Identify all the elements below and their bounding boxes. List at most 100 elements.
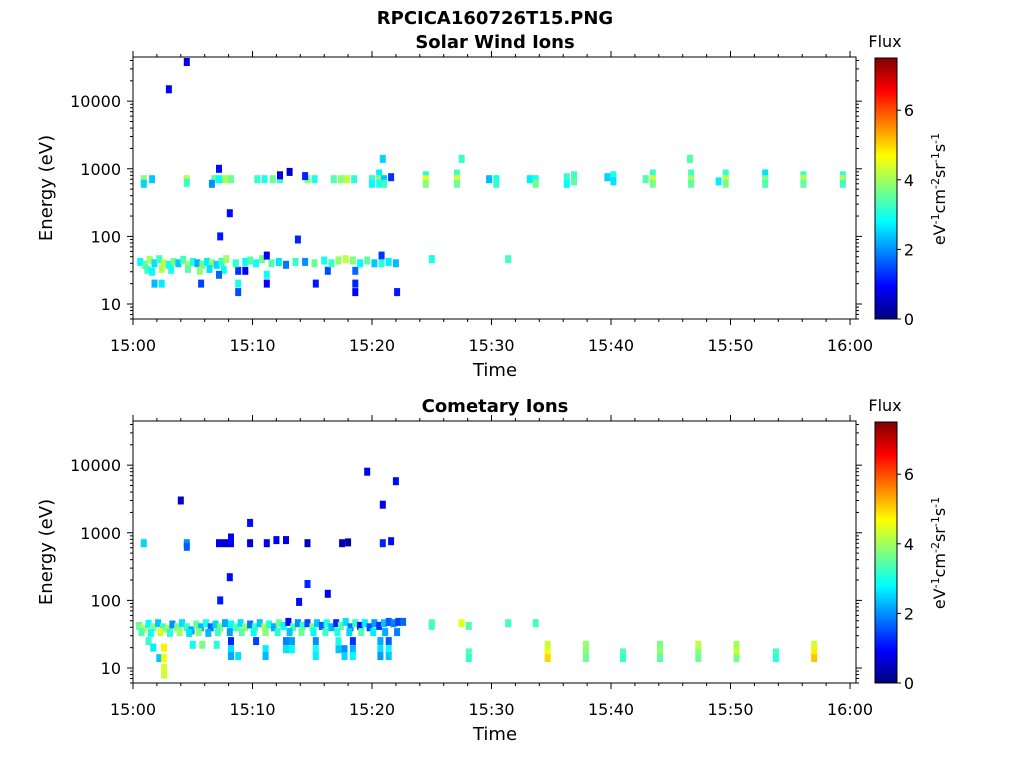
heatmap-cell xyxy=(263,279,270,288)
heatmap-cell xyxy=(610,177,617,186)
heatmap-cell xyxy=(194,259,201,268)
colorbar-label: eV-1cm-2sr-1s-1 xyxy=(929,133,949,245)
heatmap-cell xyxy=(715,177,722,186)
heatmap-cell xyxy=(364,256,371,265)
heatmap-cell xyxy=(271,623,277,632)
heatmap-cell xyxy=(378,259,385,268)
heatmap-cell xyxy=(339,539,346,548)
heatmap-cell xyxy=(142,260,148,269)
y-tick-label: 100 xyxy=(90,227,121,246)
heatmap-cell xyxy=(158,264,165,273)
heatmap-cell xyxy=(341,652,348,661)
heatmap-cell xyxy=(357,259,364,268)
heatmap-cell xyxy=(688,175,695,184)
heatmap-cell xyxy=(311,175,318,184)
heatmap-cell xyxy=(216,270,222,279)
heatmap-cell xyxy=(161,654,168,663)
heatmap-cell xyxy=(722,179,729,188)
y-tick-label: 10 xyxy=(101,659,121,678)
heatmap-cell xyxy=(377,645,384,654)
x-ticks: 15:00 15:10 15:20 15:30 15:40 15:50 16:00 xyxy=(110,415,873,719)
heatmap-cell xyxy=(235,652,242,661)
heatmap-cell xyxy=(358,628,365,637)
heatmap-cell xyxy=(242,623,249,632)
heatmap-cell xyxy=(140,539,147,548)
heatmap-cell xyxy=(277,171,283,180)
heatmap-cell xyxy=(165,260,172,269)
heatmap-cell xyxy=(335,256,342,265)
heatmap-cell xyxy=(839,179,846,188)
heatmap-cell xyxy=(235,279,242,288)
heatmap-cell xyxy=(333,619,340,628)
heatmap-cell xyxy=(385,645,392,654)
heatmap-cell xyxy=(392,477,399,486)
heatmap-cell xyxy=(582,654,589,663)
heatmap-cell xyxy=(379,500,386,509)
heatmap-cell xyxy=(772,648,779,657)
heatmap-cell xyxy=(604,173,611,182)
heatmap-cell xyxy=(526,175,533,184)
heatmap-cell xyxy=(263,539,270,548)
heatmap-cell xyxy=(465,654,472,663)
x-axis-label: Time xyxy=(472,724,517,745)
heatmap-cell xyxy=(422,175,429,184)
heatmap-cell xyxy=(304,580,311,588)
heatmap-cell xyxy=(610,171,617,180)
heatmap-cell xyxy=(211,175,218,184)
heatmap-cell xyxy=(695,648,702,657)
heatmap-cell xyxy=(213,640,220,649)
figure-title: RPCICA160726T15.PNG xyxy=(377,8,613,29)
heatmap-cell xyxy=(183,58,190,66)
heatmap-cell xyxy=(379,539,386,548)
heatmap-cell xyxy=(151,259,158,268)
heatmap-cell xyxy=(395,617,402,626)
heatmap-cell xyxy=(147,628,154,637)
heatmap-cell xyxy=(262,652,269,661)
heatmap-cell xyxy=(198,279,205,288)
heatmap-cell xyxy=(286,167,293,176)
heatmap-cell xyxy=(394,628,401,637)
heatmap-cell xyxy=(140,175,147,184)
heatmap-cell xyxy=(400,617,407,626)
heatmap-cell xyxy=(486,175,493,184)
heatmap-cell xyxy=(268,259,275,268)
heatmap-cell xyxy=(762,175,769,184)
heatmap-cell xyxy=(571,177,577,186)
heatmap-cell xyxy=(649,175,656,184)
heatmap-cell xyxy=(733,648,740,657)
heatmap-cell xyxy=(207,623,214,632)
heatmap-cell xyxy=(275,619,282,628)
heatmap-cell xyxy=(167,628,173,637)
y-ticks: 10 100 1000 10000 xyxy=(70,59,862,320)
heatmap-cell xyxy=(310,628,317,637)
heatmap-cell xyxy=(733,654,740,663)
colorbar-title: Flux xyxy=(868,396,901,415)
heatmap-cell xyxy=(304,539,311,548)
heatmap-cell xyxy=(217,623,224,632)
heatmap-cell xyxy=(377,652,384,661)
heatmap-cell xyxy=(228,645,234,654)
heatmap-cell xyxy=(385,617,392,626)
colorbar-title: Flux xyxy=(868,32,901,51)
heatmap-cells xyxy=(137,58,846,297)
heatmap-cell xyxy=(217,596,224,605)
heatmap-cell xyxy=(220,265,227,274)
heatmap-cell xyxy=(428,255,435,264)
heatmap-cell xyxy=(544,640,551,649)
heatmap-cell xyxy=(390,619,397,628)
heatmap-cell xyxy=(312,637,319,646)
heatmap-cell xyxy=(493,179,500,188)
heatmap-cell xyxy=(226,628,233,637)
heatmap-cell xyxy=(288,637,295,646)
heatmap-cell xyxy=(364,467,371,476)
heatmap-cell xyxy=(453,169,460,178)
heatmap-cell xyxy=(137,257,144,266)
heatmap-cell xyxy=(199,640,206,649)
heatmap-cell xyxy=(453,179,460,188)
y-ticks: 10 100 1000 10000 xyxy=(70,423,862,684)
heatmap-cell xyxy=(839,175,846,184)
heatmap-cell xyxy=(772,654,779,663)
heatmap-cell xyxy=(261,175,268,184)
heatmap-cell xyxy=(280,621,287,630)
